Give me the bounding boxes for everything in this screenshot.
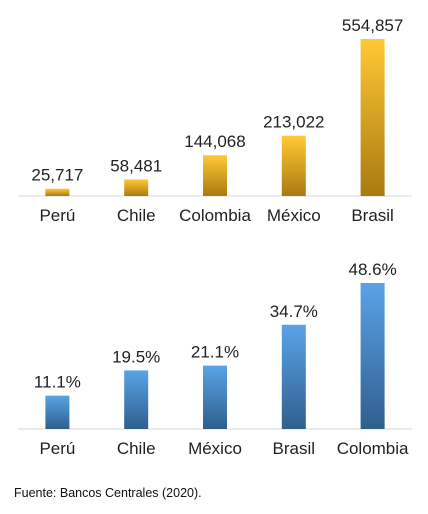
bottom-category-label-4: Brasil	[273, 439, 316, 458]
top-bar-3	[203, 155, 227, 196]
bottom-category-label-1: Perú	[39, 439, 75, 458]
bottom-category-label-5: Colombia	[337, 439, 409, 458]
top-value-label-5: 554,857	[342, 16, 403, 35]
top-category-label-4: México	[267, 206, 321, 225]
bottom-value-label-5: 48.6%	[348, 260, 396, 279]
top-category-label-1: Perú	[39, 206, 75, 225]
chart-bottom: 11.1% Perú 19.5% Chile 21.1% México 34.7% Brasi…	[0, 248, 428, 470]
bottom-value-label-2: 19.5%	[112, 347, 160, 366]
bottom-bar-3	[203, 365, 227, 429]
top-value-label-2: 58,481	[110, 156, 162, 175]
top-value-label-1: 25,717	[31, 166, 83, 185]
bottom-bar-4	[281, 324, 306, 429]
bottom-bar-1	[45, 395, 70, 429]
bottom-bar-5	[360, 283, 385, 429]
source-note: Fuente: Bancos Centrales (2020).	[14, 486, 202, 500]
bottom-bar-2	[124, 370, 149, 429]
top-value-label-4: 213,022	[263, 113, 324, 132]
chart-top: 25,717 Perú 58,481 Chile 144,068 Colombia 213,…	[0, 0, 428, 240]
top-bar-4	[281, 135, 306, 196]
top-category-label-3: Colombia	[179, 206, 251, 225]
bottom-category-label-2: Chile	[117, 439, 156, 458]
bottom-value-label-3: 21.1%	[191, 343, 239, 362]
top-category-label-2: Chile	[117, 206, 156, 225]
top-category-label-5: Brasil	[351, 206, 394, 225]
top-bar-5	[360, 39, 385, 196]
top-value-label-3: 144,068	[184, 132, 245, 151]
chart-top-svg: 25,717 Perú 58,481 Chile 144,068 Colombia 213,…	[18, 16, 412, 225]
top-bar-2	[124, 179, 149, 196]
top-bar-1	[45, 188, 70, 196]
chart-bottom-svg: 11.1% Perú 19.5% Chile 21.1% México 34.7% Brasi…	[18, 260, 412, 458]
bottom-value-label-4: 34.7%	[270, 302, 318, 321]
bottom-value-label-1: 11.1%	[34, 373, 81, 392]
bottom-category-label-3: México	[188, 439, 242, 458]
